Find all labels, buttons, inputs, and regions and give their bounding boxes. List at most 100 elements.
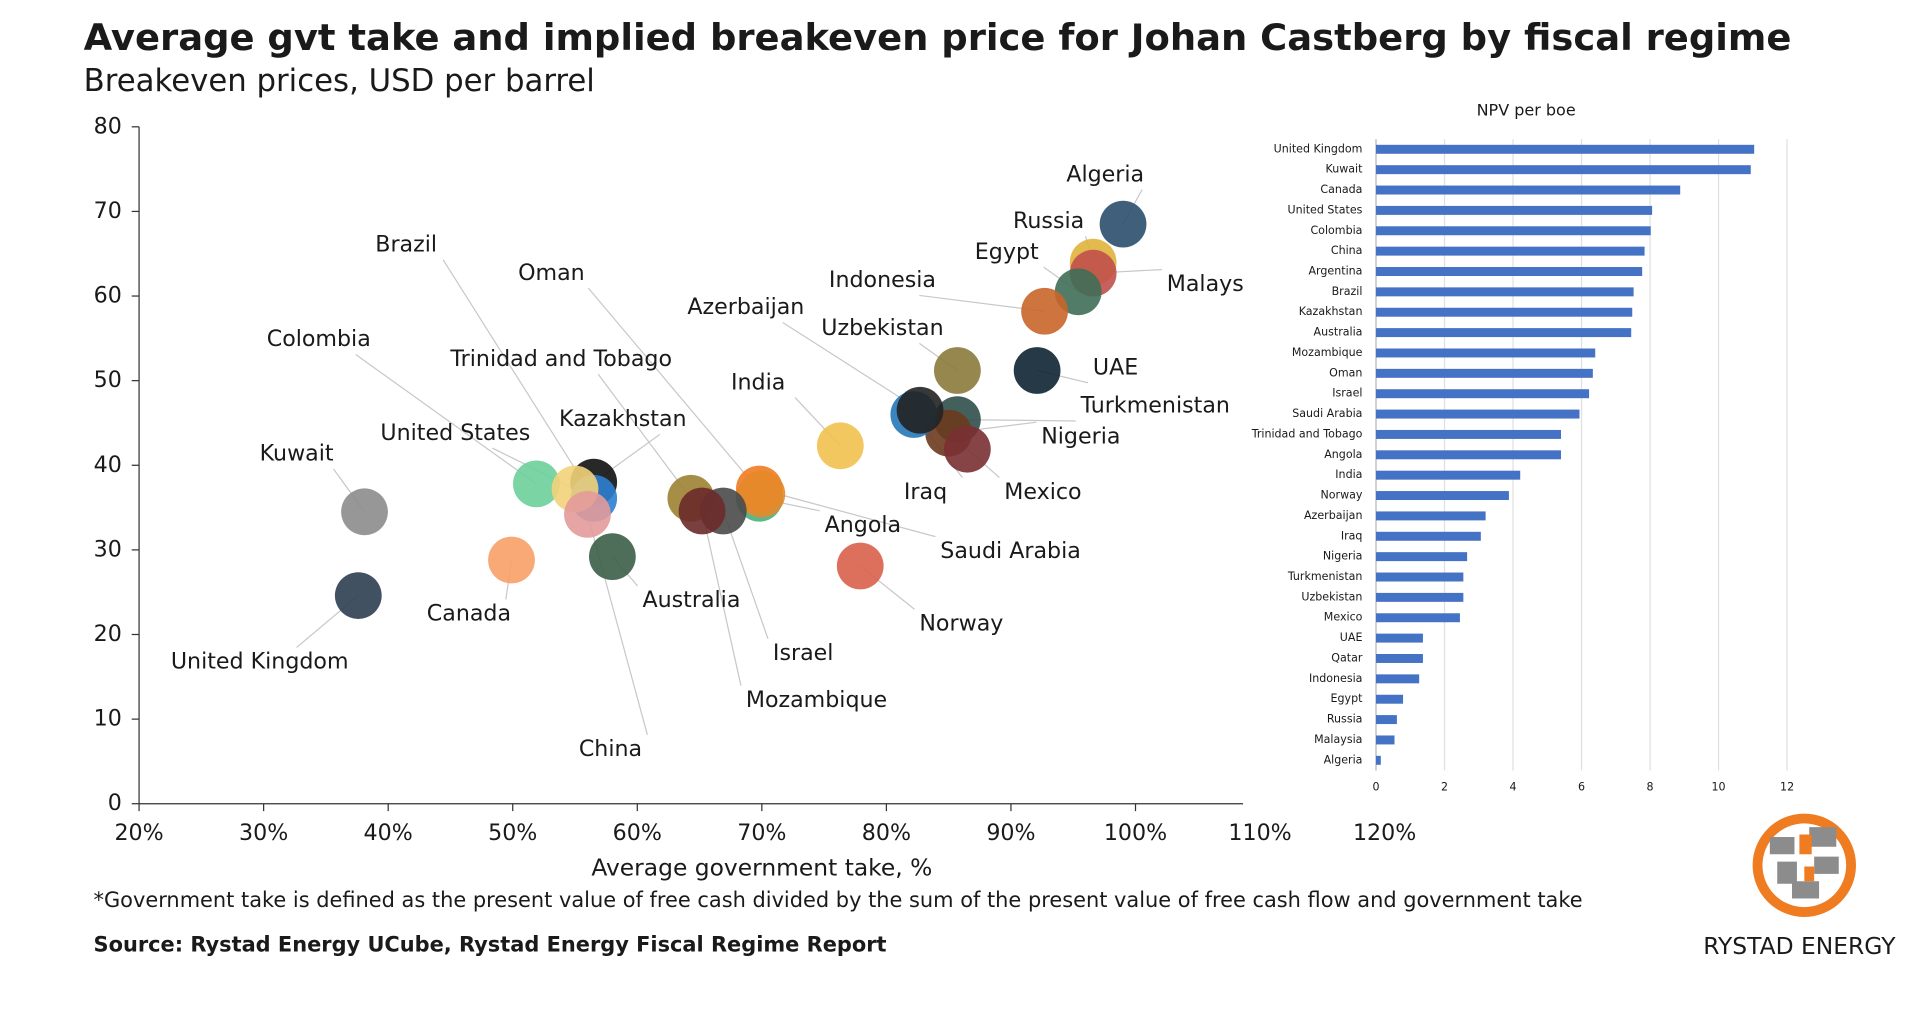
- bar: [1376, 267, 1643, 276]
- y-tick-label: 40: [94, 452, 122, 478]
- category-label: Trinidad and Tobago: [1251, 427, 1363, 440]
- category-label: Argentina: [1308, 265, 1362, 278]
- leader-lines: [296, 189, 1162, 735]
- point-label: Norway: [919, 611, 1003, 637]
- category-label: Kuwait: [1326, 163, 1364, 176]
- category-label: India: [1335, 468, 1362, 481]
- x-axis-title: Average government take, %: [591, 853, 932, 881]
- logo: RYSTAD ENERGY: [1703, 813, 1896, 960]
- y-tick-label: 60: [94, 283, 122, 309]
- bubble: [816, 422, 864, 470]
- bar: [1376, 470, 1521, 480]
- x-tick-label: 60%: [613, 820, 662, 846]
- category-label: Brazil: [1332, 285, 1363, 298]
- bar: [1376, 348, 1596, 358]
- x-tick-label: 70%: [737, 820, 786, 846]
- leader-line: [442, 259, 595, 499]
- bar: [1376, 755, 1381, 765]
- category-label: Azerbaijan: [1304, 509, 1362, 522]
- point-label: Indonesia: [829, 267, 936, 293]
- category-label: Indonesia: [1309, 672, 1363, 685]
- point-label: Algeria: [1066, 161, 1144, 187]
- logo-mark: [1769, 827, 1839, 899]
- inset-bar-chart: NPV per boe 0 2 4 6 8 10 12 United Kingdom Kuwait…: [1243, 91, 1812, 813]
- x-tick-label: 50%: [488, 820, 537, 846]
- bubble: [1021, 287, 1068, 335]
- leader-line: [597, 373, 692, 499]
- bubble: [943, 425, 991, 473]
- point-label: Uzbekistan: [821, 315, 943, 341]
- y-tick-label: 50: [94, 367, 122, 393]
- bar: [1376, 389, 1590, 399]
- footnote: *Government take is defined as the prese…: [94, 888, 1583, 912]
- bar: [1376, 409, 1580, 419]
- category-label: Iraq: [1341, 529, 1363, 542]
- point-label: Trinidad and Tobago: [449, 346, 672, 372]
- y-tick-label: 80: [94, 113, 122, 139]
- leader-line: [759, 488, 936, 538]
- x-tick-label: 30%: [239, 820, 288, 846]
- y-tick-label: 70: [94, 198, 122, 224]
- bubble: [738, 470, 786, 518]
- x-tick-label: 90%: [986, 820, 1035, 846]
- y-tick-label: 20: [94, 621, 122, 647]
- bar: [1376, 715, 1397, 725]
- category-label: Saudi Arabia: [1292, 407, 1362, 420]
- chart-title: Average gvt take and implied breakeven p…: [84, 16, 1792, 59]
- category-label: Mozambique: [1292, 346, 1363, 359]
- bar: [1376, 450, 1561, 460]
- category-label: Canada: [1320, 183, 1362, 196]
- y-tick-label: 10: [94, 706, 122, 732]
- category-label: Egypt: [1331, 692, 1364, 705]
- leader-line: [355, 353, 537, 485]
- bar: [1376, 572, 1464, 582]
- point-label: Russia: [1013, 208, 1084, 234]
- point-label: Kazakhstan: [559, 406, 687, 432]
- bubble: [678, 487, 726, 535]
- bubble: [934, 347, 981, 394]
- bubble: [1099, 200, 1147, 248]
- x-tick-label: 6: [1578, 781, 1585, 794]
- point-label: Iraq: [904, 479, 947, 505]
- bubble: [588, 533, 636, 581]
- x-tick-label: 2: [1441, 781, 1448, 794]
- bar: [1376, 653, 1423, 663]
- category-label: Israel: [1332, 387, 1362, 400]
- category-label: Turkmenistan: [1287, 570, 1363, 583]
- point-label: Saudi Arabia: [940, 538, 1081, 564]
- point-label: Oman: [518, 260, 585, 286]
- category-label: Uzbekistan: [1301, 590, 1362, 603]
- point-label: Turkmenistan: [1080, 393, 1230, 419]
- bubble: [836, 542, 884, 590]
- bar: [1376, 165, 1751, 175]
- category-label: Mexico: [1324, 611, 1363, 624]
- point-label: Australia: [642, 587, 740, 613]
- bubble: [488, 536, 535, 584]
- bar: [1376, 633, 1423, 643]
- point-label: Egypt: [975, 239, 1039, 265]
- logo-mark: [1799, 834, 1815, 882]
- category-label: UAE: [1340, 631, 1363, 644]
- point-label: United States: [380, 420, 530, 446]
- bar: [1376, 592, 1464, 602]
- bar: [1376, 185, 1681, 195]
- bar: [1376, 694, 1404, 704]
- leader-line: [782, 321, 921, 411]
- logo-text: RYSTAD ENERGY: [1703, 932, 1896, 960]
- point-labels: AlgeriaRussiaMalaysiaEgyptIndonesiaUAEUz…: [171, 161, 1264, 762]
- x-tick-label: 40%: [364, 820, 413, 846]
- point-label: Canada: [427, 601, 511, 627]
- x-tick-label: 100%: [1104, 820, 1167, 846]
- leader-line: [701, 510, 742, 686]
- bar: [1376, 552, 1468, 562]
- point-label: India: [731, 369, 785, 395]
- point-label: Brazil: [375, 231, 437, 257]
- scatter-plot: 0 10 20 30 40 50 60 70 80 20% 30% 40% 50% 60% 70% 80% 90…: [94, 113, 1417, 845]
- category-label: Nigeria: [1323, 550, 1363, 563]
- bar: [1376, 511, 1486, 521]
- bar: [1376, 429, 1561, 439]
- x-tick-label: 20%: [114, 820, 163, 846]
- bubble: [341, 488, 388, 536]
- bar: [1376, 491, 1509, 501]
- x-tick-label: 4: [1510, 781, 1517, 794]
